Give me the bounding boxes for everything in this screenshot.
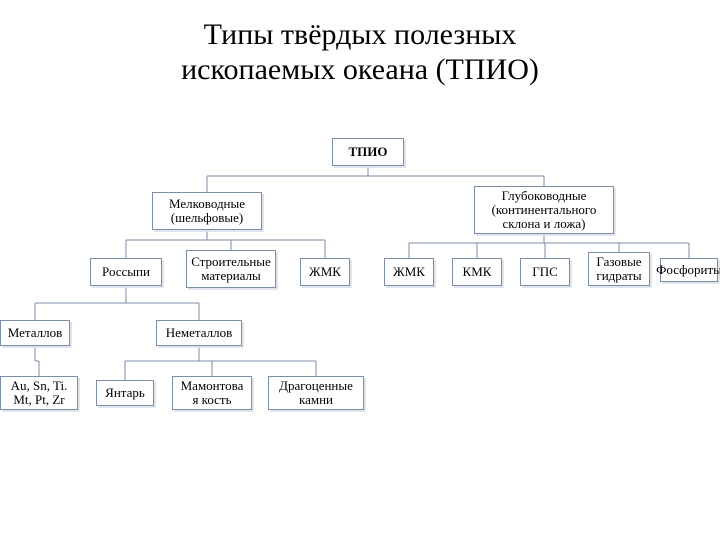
node-phosphorite: Фосфориты	[660, 258, 718, 282]
node-jmk-deep: ЖМК	[384, 258, 434, 286]
diagram-canvas: ТПИО Мелководные (шельфовые) Глубоководн…	[0, 0, 720, 540]
node-root: ТПИО	[332, 138, 404, 166]
node-amber: Янтарь	[96, 380, 154, 406]
node-nonmetals: Неметаллов	[156, 320, 242, 346]
node-build-mat: Строительные материалы	[186, 250, 276, 288]
node-kmk: КМК	[452, 258, 502, 286]
node-gas-hydrate: Газовые гидраты	[588, 252, 650, 286]
node-gems: Драгоценные камни	[268, 376, 364, 410]
node-gps: ГПС	[520, 258, 570, 286]
node-ivory: Мамонтова я кость	[172, 376, 252, 410]
node-deep: Глубоководные (континентального склона и…	[474, 186, 614, 234]
node-au-sn: Au, Sn, Ti. Mt, Pt, Zr	[0, 376, 78, 410]
node-metals: Металлов	[0, 320, 70, 346]
node-placers: Россыпи	[90, 258, 162, 286]
node-jmk-shallow: ЖМК	[300, 258, 350, 286]
node-shallow: Мелководные (шельфовые)	[152, 192, 262, 230]
